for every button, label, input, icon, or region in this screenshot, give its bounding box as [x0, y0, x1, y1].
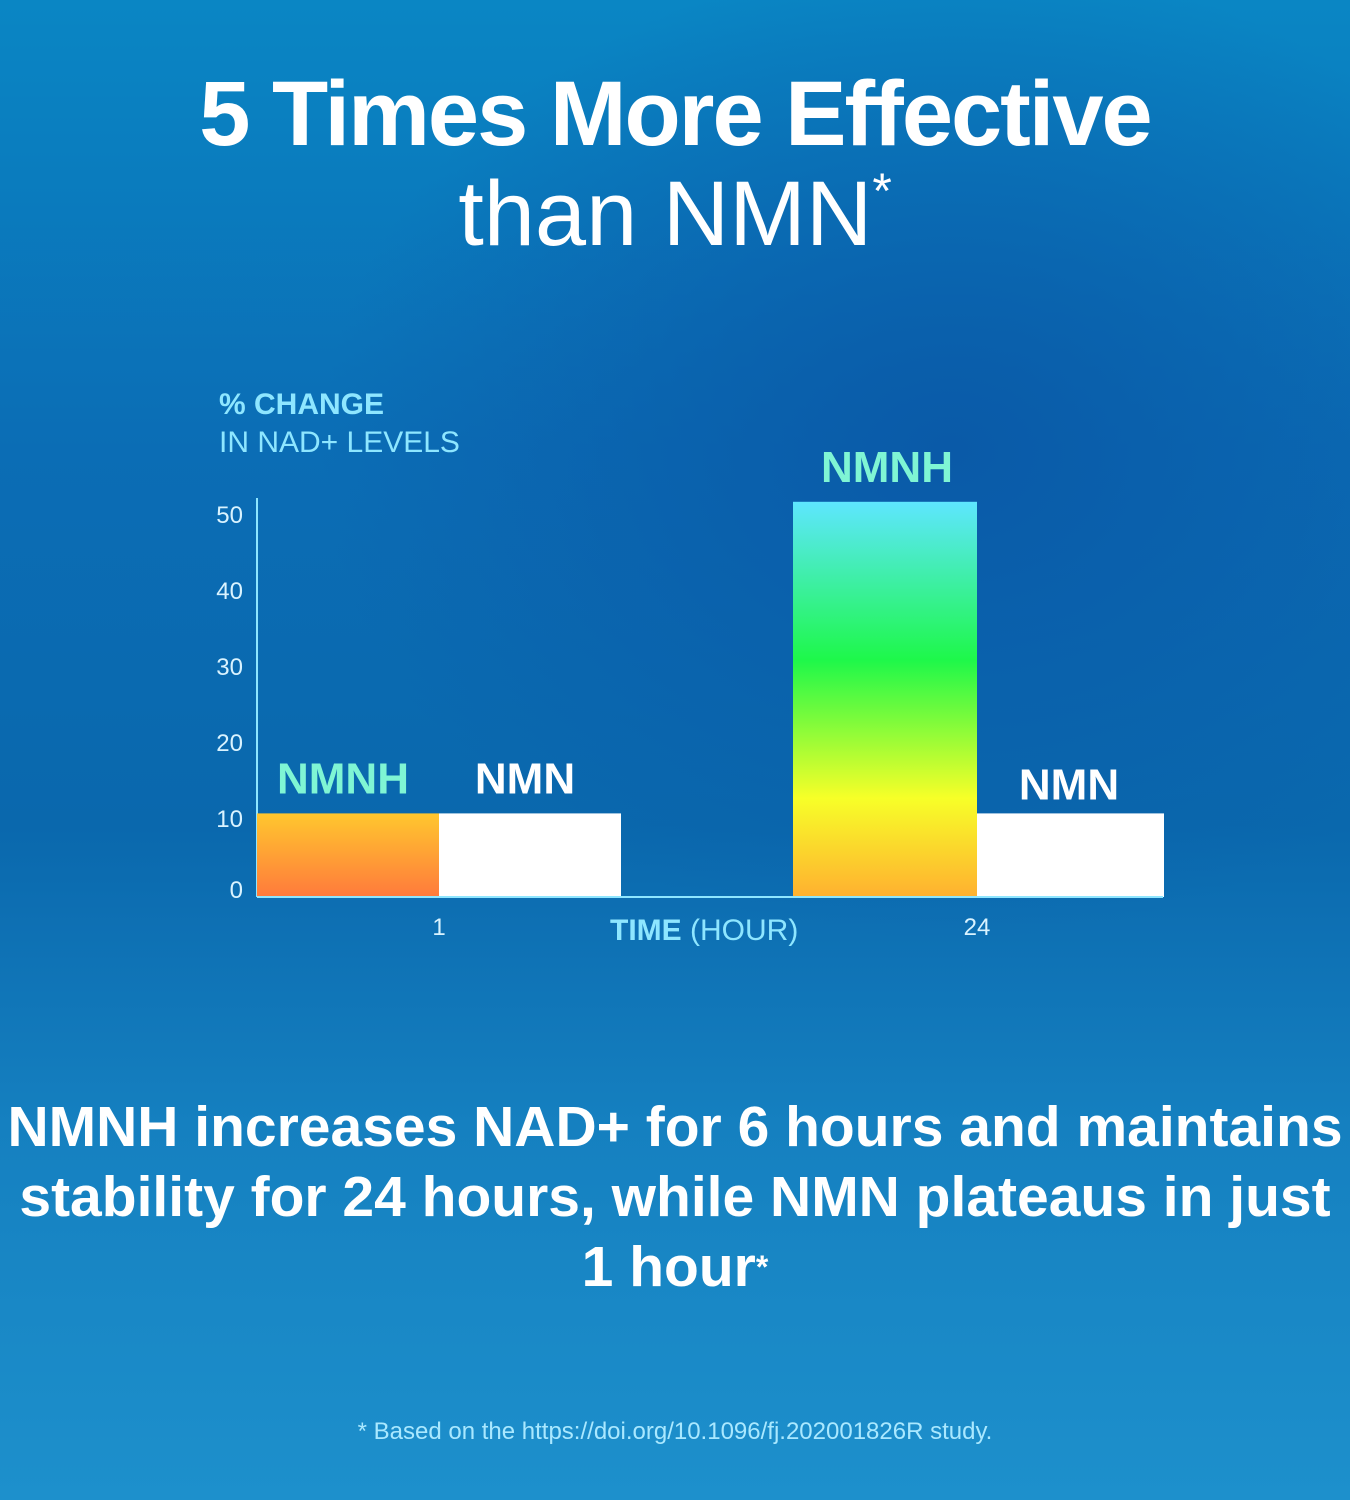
bar-chart: % CHANGE IN NAD+ LEVELS 0 10 20 30 40 50 NMNH N…	[216, 388, 1164, 947]
x-axis-label-unit: (HOUR)	[690, 914, 798, 947]
bar-nmn	[439, 813, 621, 897]
bar-nmnh	[257, 813, 439, 897]
footnote: * Based on the https://doi.org/10.1096/f…	[357, 1418, 993, 1445]
subtitle-asterisk: *	[755, 1249, 769, 1285]
y-tick-label: 50	[216, 502, 243, 529]
x-axis-label-bold: TIME	[610, 914, 682, 947]
y-tick-label: 10	[216, 806, 243, 833]
headline-line2: than NMN*	[0, 162, 1350, 267]
y-tick-label: 20	[216, 730, 243, 757]
subtitle: NMNH increases NAD+ for 6 hours and main…	[0, 1092, 1350, 1302]
bar-label-nmn: NMN	[475, 754, 575, 803]
y-tick-label: 30	[216, 654, 243, 681]
x-axis-label: TIME (HOUR)	[610, 914, 798, 947]
headline-line2-text: than NMN	[458, 163, 873, 265]
asterisk: *	[872, 163, 892, 219]
bar-label-nmnh: NMNH	[821, 443, 953, 492]
headline: 5 Times More Effective	[199, 63, 1152, 165]
y-axis-label: IN NAD+ LEVELS	[219, 426, 460, 459]
y-axis-label-bold: % CHANGE	[219, 388, 384, 421]
bar-nmn	[977, 813, 1164, 897]
bar-label-nmn: NMN	[1019, 760, 1119, 809]
y-tick-label: 0	[230, 877, 243, 904]
bar-nmnh	[793, 501, 977, 897]
x-tick-label: 1	[432, 914, 445, 941]
y-tick-label: 40	[216, 578, 243, 605]
subtitle-text: NMNH increases NAD+ for 6 hours and main…	[7, 1095, 1343, 1299]
x-tick-label: 24	[964, 914, 991, 941]
bar-label-nmnh: NMNH	[277, 754, 409, 803]
